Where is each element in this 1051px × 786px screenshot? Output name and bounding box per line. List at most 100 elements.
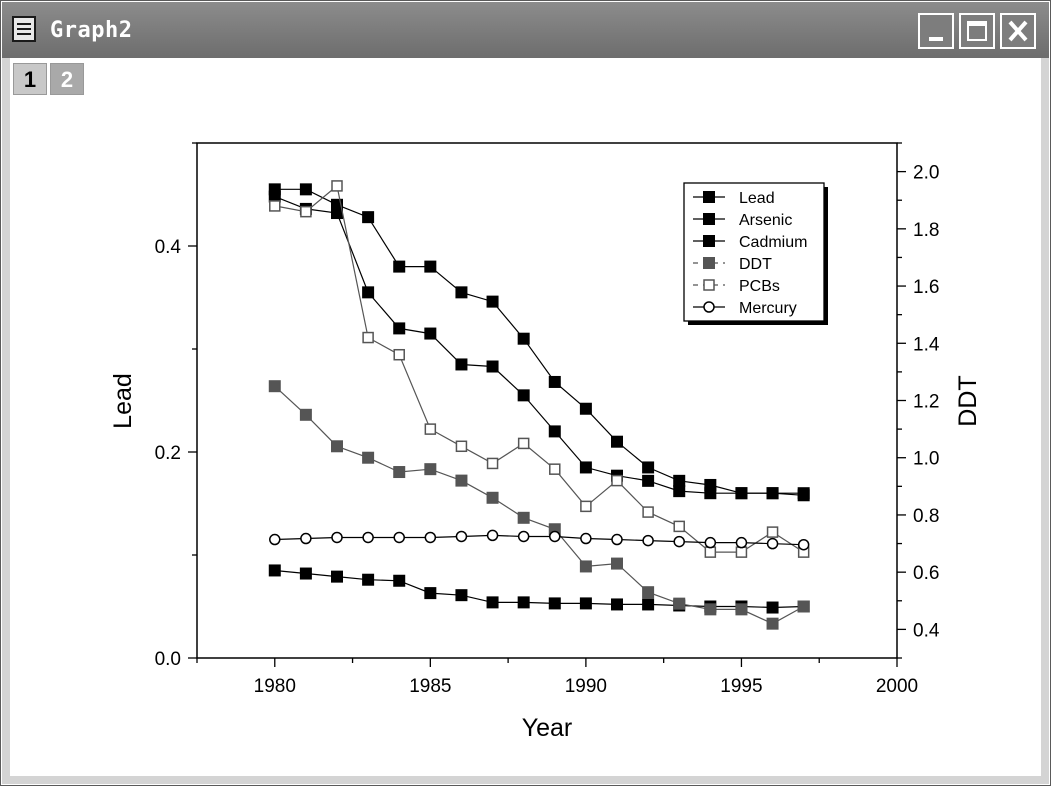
- maximize-button[interactable]: [959, 13, 995, 49]
- data-point: [548, 597, 561, 610]
- legend-box: [683, 182, 825, 322]
- data-point: [642, 534, 654, 547]
- data-point: [362, 211, 375, 224]
- data-point: [735, 546, 748, 558]
- window-title: Graph2: [50, 18, 133, 43]
- data-point: [268, 380, 281, 393]
- data-point: [797, 538, 810, 551]
- data-point: [579, 597, 592, 610]
- data-point: [611, 435, 623, 448]
- minimize-button[interactable]: [918, 13, 954, 49]
- data-point: [299, 567, 312, 580]
- data-point: [455, 530, 468, 543]
- data-point: [673, 485, 686, 498]
- data-point: [611, 474, 623, 487]
- close-button[interactable]: [1000, 13, 1036, 49]
- data-point: [735, 536, 748, 549]
- data-point: [517, 530, 530, 543]
- series-ddt: [268, 380, 810, 630]
- data-point: [579, 560, 592, 573]
- data-point: [797, 600, 810, 613]
- data-point: [362, 573, 375, 586]
- data-point: [393, 574, 406, 587]
- y2-tick-label: 1.2: [913, 392, 939, 413]
- series-line: [274, 569, 804, 609]
- data-point: [766, 526, 779, 538]
- data-point: [486, 457, 499, 470]
- y2-axis-label: DDT: [954, 375, 982, 426]
- layer-tab-2[interactable]: 2: [50, 63, 84, 95]
- data-point: [704, 536, 717, 549]
- data-point: [299, 183, 312, 196]
- data-point: [269, 533, 281, 546]
- data-point: [331, 180, 343, 192]
- title-bar[interactable]: Graph2: [2, 2, 1049, 58]
- y2-tick-label: 1.8: [913, 220, 939, 241]
- data-point: [548, 425, 561, 438]
- maximize-icon: [967, 21, 987, 41]
- data-point: [517, 332, 530, 345]
- y-tick-label: 0.4: [155, 237, 182, 258]
- data-point: [735, 487, 748, 500]
- close-icon: [1008, 20, 1028, 42]
- data-point: [642, 474, 655, 487]
- legend-label: DDT: [739, 256, 772, 273]
- data-point: [611, 598, 623, 611]
- legend-marker: [703, 235, 715, 247]
- data-point: [673, 535, 685, 548]
- series-pcbs: [269, 180, 810, 558]
- legend: Lead Arsenic Cadmium DDT PCBs Mercury: [683, 182, 828, 325]
- x-tick-label: 1990: [565, 676, 607, 697]
- layer-tab-1[interactable]: 1: [13, 63, 47, 95]
- x-tick-label: 1980: [254, 676, 296, 697]
- series-mercury: [269, 529, 810, 551]
- legend-label: Arsenic: [739, 212, 792, 229]
- y2-tick-label: 0.4: [913, 620, 940, 641]
- data-point: [517, 389, 530, 402]
- data-point: [673, 520, 685, 533]
- data-point: [362, 331, 374, 344]
- data-point: [455, 474, 468, 487]
- data-point: [642, 598, 655, 611]
- data-point: [486, 529, 499, 542]
- y2-tick-label: 2.0: [913, 163, 939, 184]
- data-point: [393, 348, 405, 361]
- legend-label: PCBs: [739, 278, 780, 295]
- data-point: [331, 207, 343, 220]
- data-point: [331, 440, 343, 453]
- x-tick-label: 2000: [876, 676, 918, 697]
- data-point: [486, 596, 499, 609]
- legend-label: Mercury: [739, 300, 797, 317]
- data-point: [424, 587, 437, 600]
- data-point: [580, 532, 592, 545]
- data-point: [424, 531, 437, 544]
- data-point: [797, 487, 810, 500]
- data-point: [486, 360, 499, 373]
- data-point: [549, 463, 561, 475]
- data-point: [642, 506, 654, 518]
- data-point: [362, 531, 374, 544]
- data-point: [455, 589, 468, 602]
- y2-tick-label: 1.6: [913, 277, 939, 298]
- data-point: [766, 601, 779, 614]
- x-axis-label: Year: [522, 714, 573, 742]
- legend-label: Lead: [739, 190, 775, 207]
- data-point: [455, 358, 468, 371]
- data-point: [611, 533, 623, 546]
- data-point: [611, 557, 623, 570]
- data-point: [424, 260, 437, 273]
- y-tick-label: 0.0: [155, 649, 181, 670]
- data-point: [548, 375, 561, 388]
- data-point: [549, 530, 561, 543]
- y-tick-label: 0.2: [155, 443, 181, 464]
- minimize-icon: [929, 37, 943, 41]
- y2-tick-label: 0.6: [913, 563, 939, 584]
- graph-window-icon[interactable]: [12, 16, 36, 42]
- data-point: [673, 474, 686, 487]
- data-point: [455, 286, 468, 299]
- data-point: [579, 402, 592, 415]
- y-axis-label: Lead: [109, 373, 137, 429]
- data-point: [331, 570, 343, 583]
- legend-marker: [703, 279, 715, 291]
